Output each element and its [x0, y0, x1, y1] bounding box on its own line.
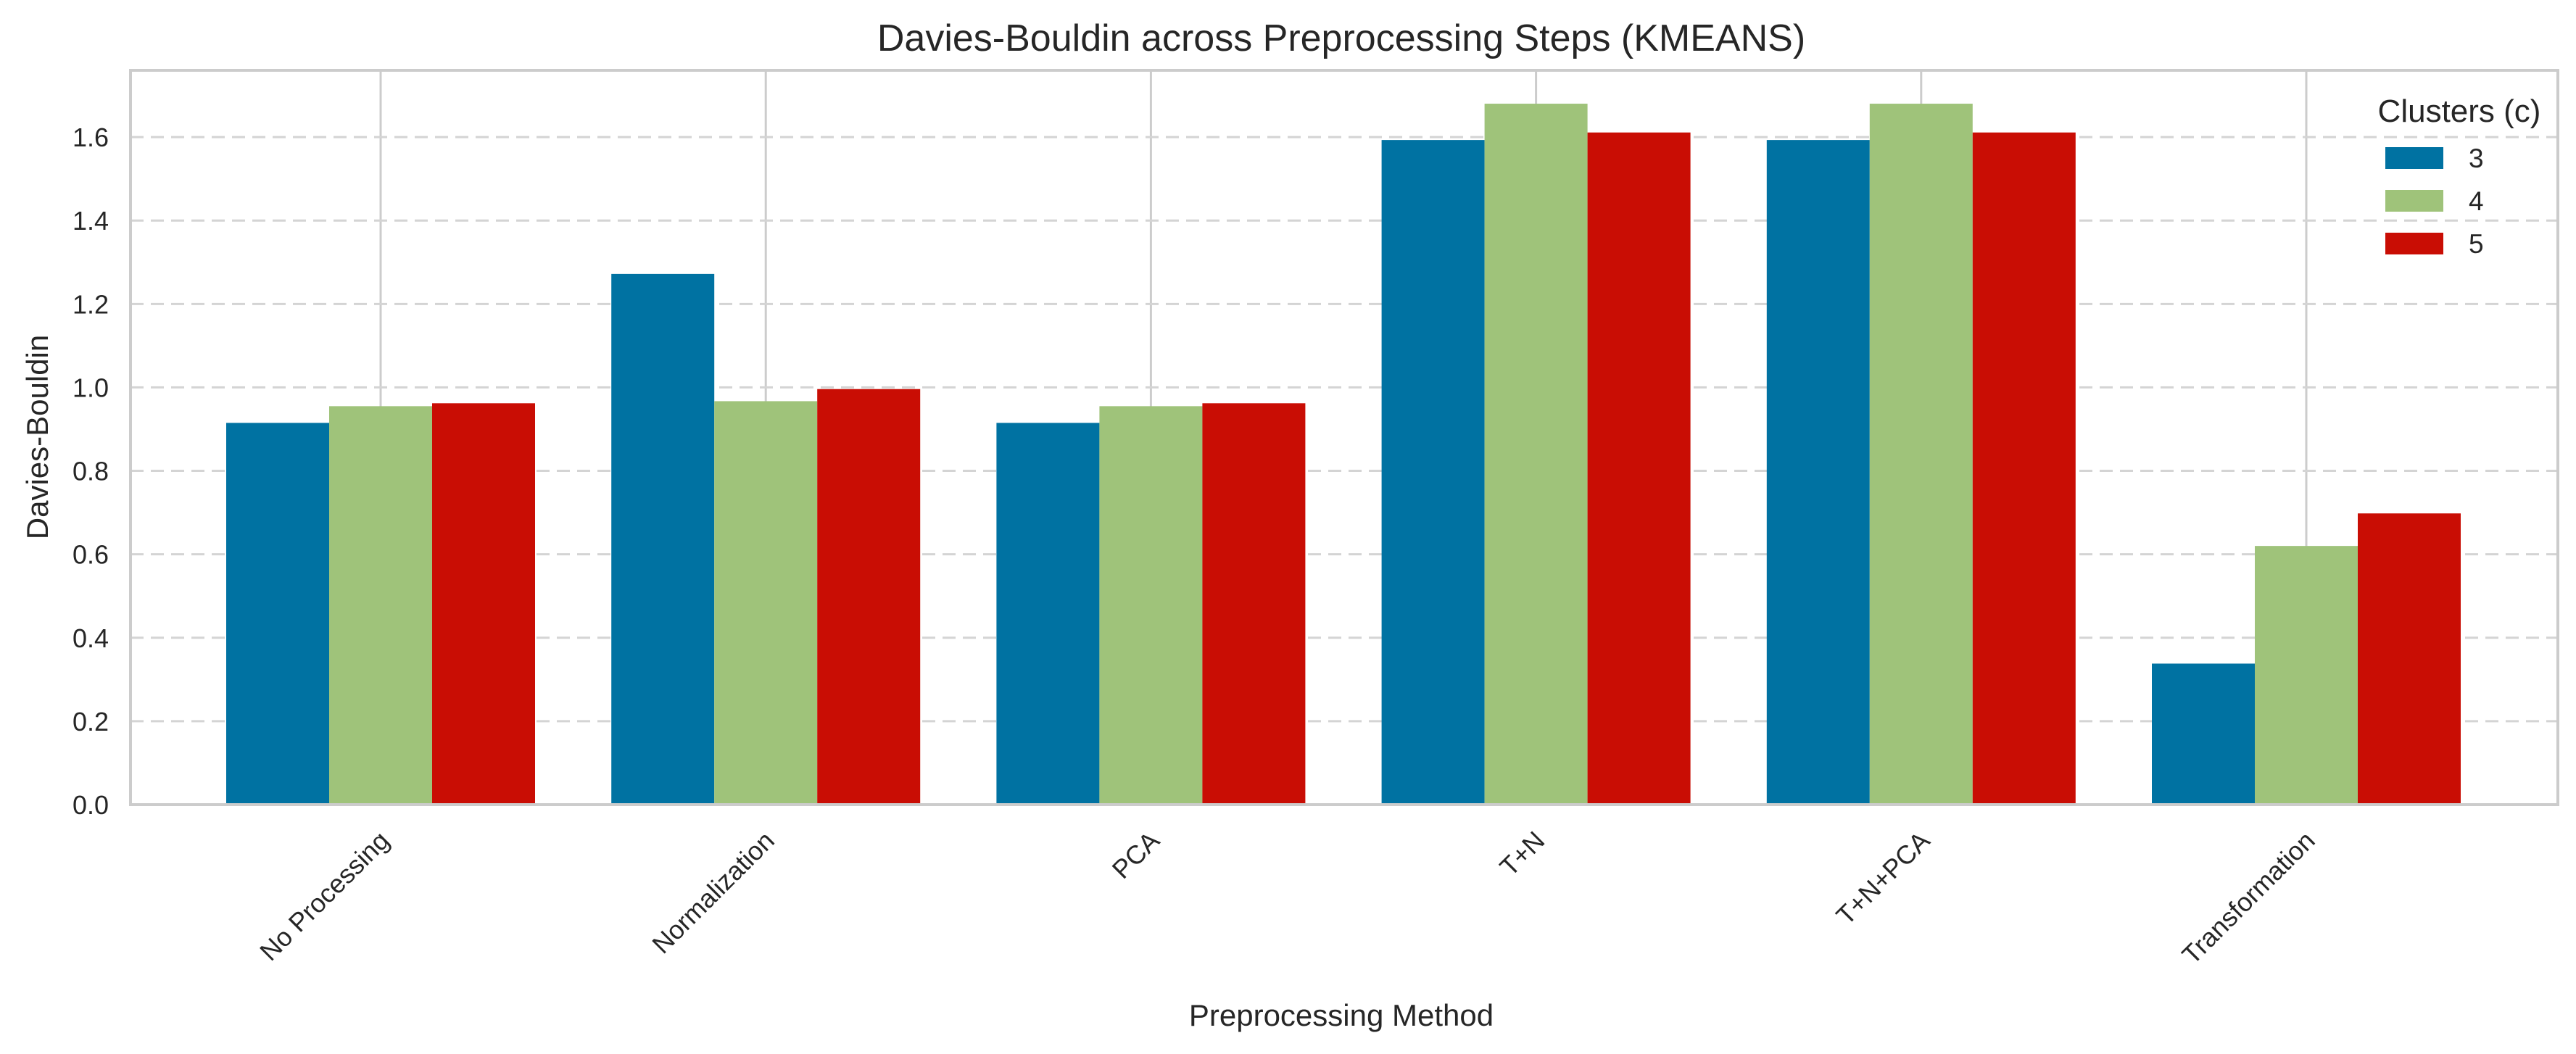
- y-tick-label: 1.0: [73, 373, 109, 402]
- y-tick-label: 0.2: [73, 707, 109, 736]
- bar-t-n-c4: [1484, 104, 1588, 805]
- y-axis-label: Davies-Bouldin: [20, 335, 54, 539]
- legend: Clusters (c) 3 4 5: [2378, 94, 2541, 259]
- y-tick-label: 0.0: [73, 790, 109, 820]
- bar-normalization-c4: [714, 401, 818, 805]
- y-tick-label: 0.8: [73, 457, 109, 486]
- y-tick-labels: 0.0 0.2 0.4 0.6 0.8 1.0 1.2 1.4 1.6: [73, 123, 109, 820]
- bar-normalization-c3: [611, 273, 715, 805]
- bars: [226, 104, 2461, 805]
- legend-swatch-4: [2385, 190, 2443, 212]
- legend-items: 3 4 5: [2385, 144, 2484, 259]
- bar-t-n-pca-c4: [1869, 104, 1973, 805]
- y-tick-label: 0.6: [73, 540, 109, 570]
- bar-t-n-pca-c5: [1972, 132, 2076, 805]
- y-tick-label: 1.4: [73, 206, 109, 236]
- bar-pca-c3: [996, 423, 1100, 805]
- legend-label-3: 3: [2469, 144, 2484, 173]
- bar-pca-c4: [1099, 406, 1203, 805]
- chart-title: Davies-Bouldin across Preprocessing Step…: [877, 17, 1805, 59]
- bar-no-processing-c5: [432, 403, 535, 805]
- bar-transformation-c5: [2358, 513, 2461, 805]
- y-tick-label: 0.4: [73, 623, 109, 653]
- legend-label-5: 5: [2469, 229, 2484, 259]
- bar-transformation-c4: [2255, 546, 2358, 805]
- legend-swatch-3: [2385, 147, 2443, 169]
- bar-no-processing-c4: [329, 406, 432, 805]
- bar-pca-c5: [1202, 403, 1306, 805]
- bar-transformation-c3: [2152, 663, 2255, 805]
- legend-swatch-5: [2385, 233, 2443, 254]
- bar-t-n-pca-c3: [1766, 140, 1870, 805]
- bar-no-processing-c3: [226, 423, 329, 805]
- legend-label-4: 4: [2469, 186, 2484, 216]
- bar-t-n-c5: [1587, 132, 1691, 805]
- plot-frame: [129, 69, 2559, 806]
- x-axis-label: Preprocessing Method: [1189, 998, 1494, 1032]
- bar-t-n-c3: [1381, 140, 1485, 805]
- legend-title: Clusters (c): [2378, 94, 2541, 129]
- bar-normalization-c5: [817, 389, 921, 805]
- y-tick-label: 1.2: [73, 289, 109, 319]
- y-tick-label: 1.6: [73, 123, 109, 152]
